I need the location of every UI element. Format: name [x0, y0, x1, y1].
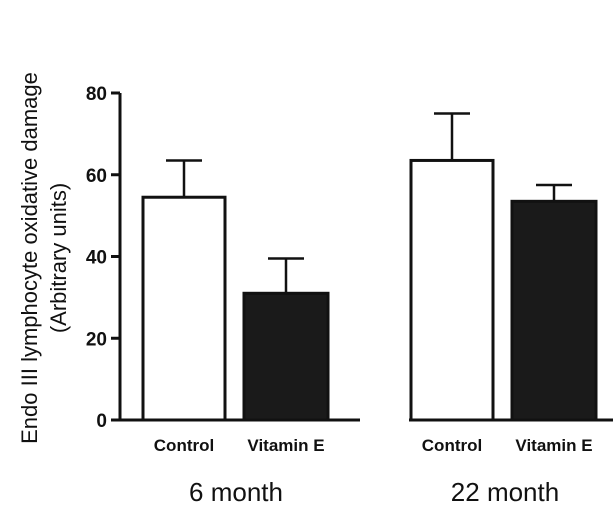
- y-axis-label-line-2: (Arbitrary units): [46, 183, 71, 333]
- y-tick-label: 0: [96, 411, 107, 432]
- bar-6-month-control: [141, 195, 227, 422]
- x-category-label: Vitamin E: [247, 436, 324, 455]
- bar-22-month-vitamin-e: [510, 199, 598, 422]
- bar-6-month-vitamin-e: [242, 291, 330, 422]
- x-category-label: Control: [422, 436, 482, 455]
- x-group-label: 22 month: [451, 477, 559, 507]
- y-axis-label: Endo III lymphocyte oxidative damage (Ar…: [17, 72, 71, 444]
- x-group-label: 6 month: [189, 477, 283, 507]
- x-category-label: Control: [154, 436, 214, 455]
- y-tick-label: 40: [86, 248, 107, 269]
- y-tick-label: 60: [86, 166, 107, 187]
- y-tick-label: 80: [86, 84, 107, 105]
- x-category-label: Vitamin E: [515, 436, 592, 455]
- bars: [141, 112, 598, 422]
- x-axis-labels: Control Vitamin E 6 month Control Vitamin E 2…: [154, 436, 593, 507]
- bar-22-month-control: [409, 158, 495, 422]
- y-axis-label-line-1: Endo III lymphocyte oxidative damage: [17, 72, 42, 444]
- y-tick-label: 20: [86, 329, 107, 350]
